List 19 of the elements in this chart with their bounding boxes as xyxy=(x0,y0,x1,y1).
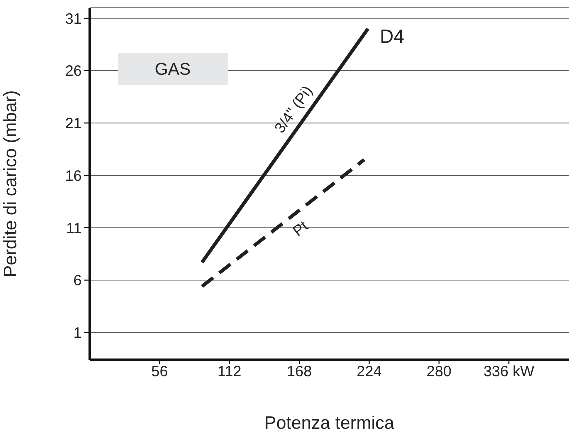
x-tick-label: 112 xyxy=(218,364,242,381)
y-tick-label: 21 xyxy=(65,116,82,133)
x-tick-label: 56 xyxy=(152,364,168,381)
y-tick-label: 31 xyxy=(65,10,82,28)
y-tick-label: 11 xyxy=(66,220,82,238)
x-tick-label: 224 xyxy=(356,364,382,381)
x-tick-label: 336 kW xyxy=(484,364,536,381)
x-axis-title: Potenza termica xyxy=(264,413,396,433)
annotation: D4 xyxy=(380,26,405,48)
y-tick-label: 16 xyxy=(65,168,82,185)
y-axis-title: Perdite di carico (mbar) xyxy=(0,90,20,278)
y-tick-label: 6 xyxy=(74,272,82,290)
x-tick-label: 168 xyxy=(287,364,312,381)
text: Pt xyxy=(290,218,312,240)
y-tick-label: 26 xyxy=(65,63,82,80)
x-tick-label: 280 xyxy=(426,364,452,381)
annotation: GAS xyxy=(155,60,191,79)
text: 3/4" (Pi) xyxy=(272,83,317,137)
y-tick-label: 1 xyxy=(74,325,82,342)
